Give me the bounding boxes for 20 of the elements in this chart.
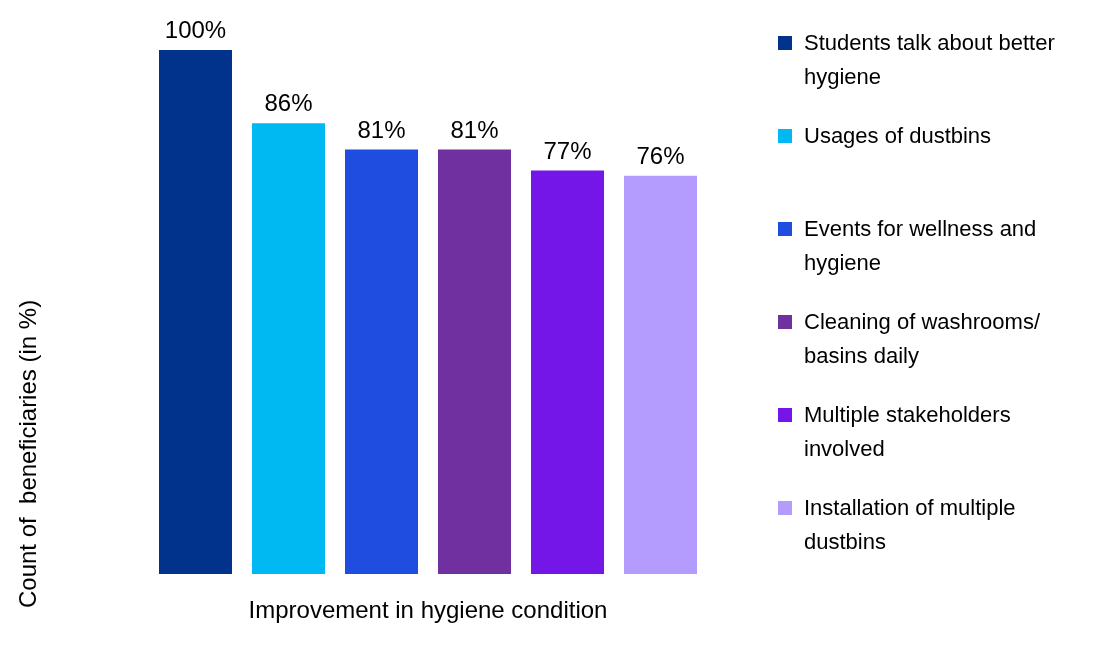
bar [159, 50, 232, 574]
legend-label: Students talk about better hygiene [804, 29, 1056, 91]
data-label: 76% [636, 141, 685, 169]
legend-label: Multiple stakeholders involved [804, 401, 1012, 463]
bar [438, 149, 511, 574]
data-label: 81% [450, 115, 499, 143]
data-label: 81% [357, 115, 406, 143]
legend-label: Cleaning of washrooms/ basins daily [804, 308, 1041, 370]
y-axis-title: Count of beneficiaries (in %) [14, 299, 42, 608]
bar [345, 149, 418, 574]
data-label: 86% [264, 89, 313, 117]
data-label: 100% [164, 16, 227, 43]
data-label: 77% [543, 136, 592, 164]
legend-label: Usages of dustbins [804, 122, 993, 150]
legend-label: Events for wellness and hygiene [804, 215, 1038, 277]
bar [531, 170, 604, 574]
bar [252, 123, 325, 574]
legend-label: Installation of multiple dustbins [804, 494, 1017, 556]
x-axis-title: Improvement in hygiene condition [248, 596, 608, 623]
bar [624, 175, 697, 574]
